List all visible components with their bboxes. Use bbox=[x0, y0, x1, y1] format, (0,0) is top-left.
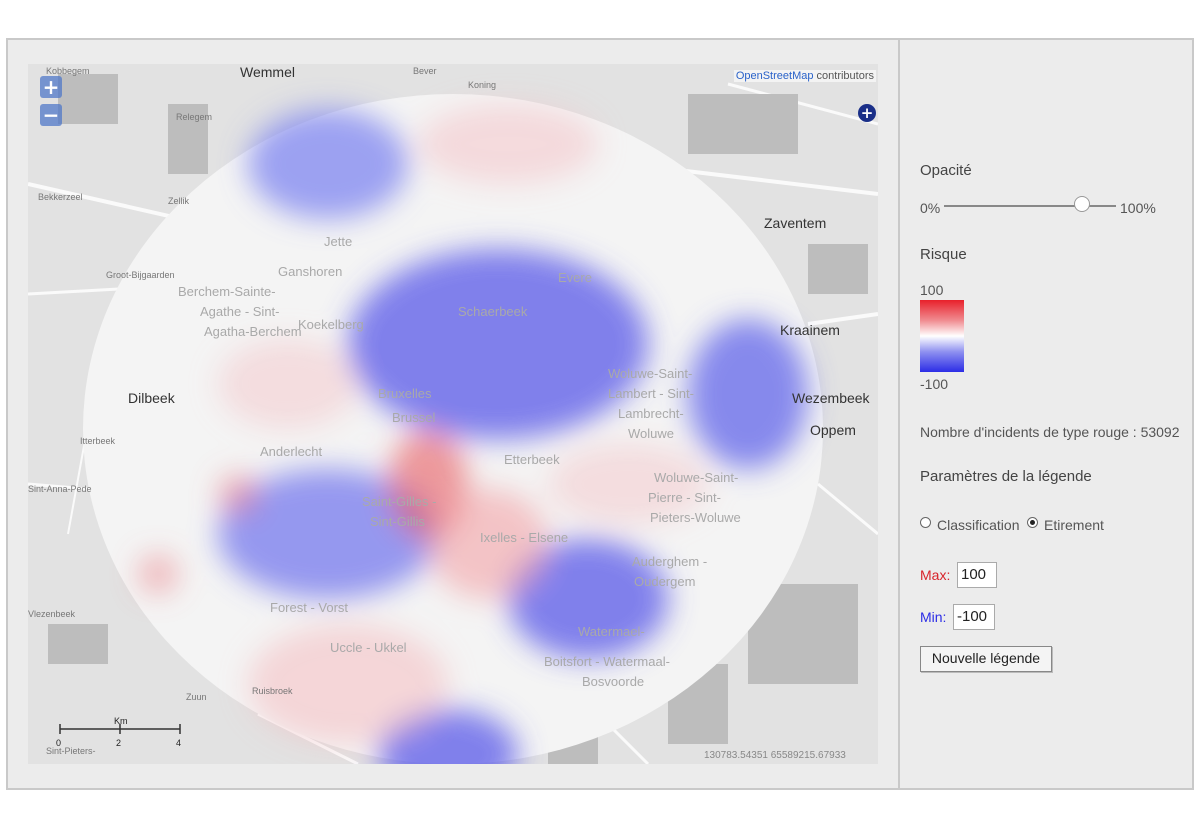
place-label: Ganshoren bbox=[278, 264, 343, 279]
map-canvas[interactable] bbox=[28, 64, 878, 764]
place-label: Dilbeek bbox=[128, 390, 175, 406]
place-label: Vlezenbeek bbox=[28, 609, 76, 619]
place-label: Schaerbeek bbox=[458, 304, 528, 319]
place-label: Sint-Pieters- bbox=[46, 746, 96, 756]
opacity-title: Opacité bbox=[920, 162, 972, 179]
place-label: Agathe - Sint- bbox=[200, 304, 280, 319]
place-label: Sint-Gillis bbox=[370, 514, 425, 529]
scale-tick-0: 0 bbox=[56, 738, 62, 748]
place-label: Brussel bbox=[392, 410, 436, 425]
place-label: Oppem bbox=[810, 422, 856, 438]
place-label: Evere bbox=[558, 270, 592, 285]
opacity-min-label: 0% bbox=[920, 200, 941, 216]
place-label: Zaventem bbox=[764, 215, 827, 231]
layer-switcher-button[interactable]: + bbox=[858, 104, 876, 122]
place-label: Pierre - Sint- bbox=[648, 490, 721, 505]
place-label: Saint-Gilles - bbox=[362, 494, 437, 509]
place-label: Boitsfort - Watermaal- bbox=[544, 654, 670, 669]
place-label: Bever bbox=[413, 66, 437, 76]
place-label: Woluwe bbox=[628, 426, 675, 441]
risk-surface bbox=[138, 104, 808, 764]
max-input[interactable]: 100 bbox=[957, 562, 997, 588]
place-label: Woluwe-Saint- bbox=[654, 470, 739, 485]
scale-tick-4: 4 bbox=[176, 738, 182, 748]
opacity-slider-track[interactable] bbox=[944, 205, 1116, 207]
scale-unit: Km bbox=[114, 716, 128, 726]
place-label: Watermael- bbox=[578, 624, 645, 639]
risk-heatmap[interactable]: + − OpenStreetMap contributors + Wemmel K… bbox=[28, 64, 878, 764]
place-label: Lambrecht- bbox=[618, 406, 684, 421]
place-label: Sint-Anna-Pede bbox=[28, 484, 92, 494]
place-label: Uccle - Ukkel bbox=[330, 640, 407, 655]
scale-tick-2: 2 bbox=[116, 738, 122, 748]
legend-params-title: Paramètres de la légende bbox=[920, 468, 1092, 485]
place-label: Groot-Bijgaarden bbox=[106, 270, 175, 280]
place-label: Agatha-Berchem bbox=[204, 324, 302, 339]
place-label: Koning bbox=[468, 80, 497, 90]
attribution-text: contributors bbox=[813, 70, 874, 82]
stretch-label[interactable]: Etirement bbox=[1044, 517, 1104, 533]
place-label: Oudergem bbox=[634, 574, 696, 589]
place-label: Berchem-Sainte- bbox=[178, 284, 276, 299]
zoom-in-button[interactable]: + bbox=[40, 76, 62, 98]
place-label: Ixelles - Elsene bbox=[480, 530, 569, 545]
place-label: Relegem bbox=[176, 112, 213, 122]
risk-min-label: -100 bbox=[920, 376, 949, 392]
place-label: Forest - Vorst bbox=[270, 600, 349, 615]
panel-divider bbox=[898, 40, 900, 788]
place-label: Etterbeek bbox=[504, 452, 560, 467]
scale-bar bbox=[59, 724, 181, 734]
place-label: Ruisbroek bbox=[252, 686, 293, 696]
place-label: Lambert - Sint- bbox=[608, 386, 694, 401]
place-label: Bosvoorde bbox=[582, 674, 645, 689]
control-panel: Opacité 0% 100% Risque 100 -100 Nombre d… bbox=[920, 0, 1190, 816]
place-label: Pieters-Woluwe bbox=[650, 510, 741, 525]
place-label: Bruxelles bbox=[378, 386, 432, 401]
incidents-count: Nombre d'incidents de type rouge : 53092 bbox=[920, 424, 1180, 440]
place-label: Anderlecht bbox=[260, 444, 323, 459]
place-label: Bekkerzeel bbox=[38, 192, 83, 202]
place-label: Itterbeek bbox=[80, 436, 116, 446]
place-label: Zellik bbox=[168, 196, 190, 206]
min-input[interactable]: -100 bbox=[953, 604, 995, 630]
classification-label[interactable]: Classification bbox=[937, 517, 1020, 533]
risk-title: Risque bbox=[920, 246, 967, 263]
min-label: Min: bbox=[920, 609, 947, 625]
place-label: Zuun bbox=[186, 692, 207, 702]
osm-link[interactable]: OpenStreetMap bbox=[735, 70, 814, 82]
zoom-out-button[interactable]: − bbox=[40, 104, 62, 126]
classification-radio[interactable] bbox=[920, 517, 931, 528]
cursor-coordinates: 130783.54351 65589215.67933 bbox=[704, 750, 846, 761]
max-label: Max: bbox=[920, 567, 951, 583]
stretch-radio[interactable] bbox=[1027, 517, 1038, 528]
place-label: Jette bbox=[324, 234, 353, 249]
place-label: Kobbegem bbox=[46, 66, 90, 76]
opacity-slider-handle[interactable] bbox=[1073, 196, 1090, 212]
opacity-max-label: 100% bbox=[1120, 200, 1156, 216]
place-label: Auderghem - bbox=[632, 554, 708, 569]
new-legend-button[interactable]: Nouvelle légende bbox=[920, 646, 1052, 672]
place-label: Kraainem bbox=[780, 322, 840, 338]
place-label: Koekelberg bbox=[298, 317, 364, 332]
risk-max-label: 100 bbox=[920, 282, 944, 298]
map-attribution: OpenStreetMap contributors bbox=[733, 70, 876, 82]
place-label: Woluwe-Saint- bbox=[608, 366, 693, 381]
place-label: Wemmel bbox=[240, 64, 295, 80]
place-label: Wezembeek bbox=[792, 390, 870, 406]
risk-color-gradient bbox=[920, 300, 964, 372]
